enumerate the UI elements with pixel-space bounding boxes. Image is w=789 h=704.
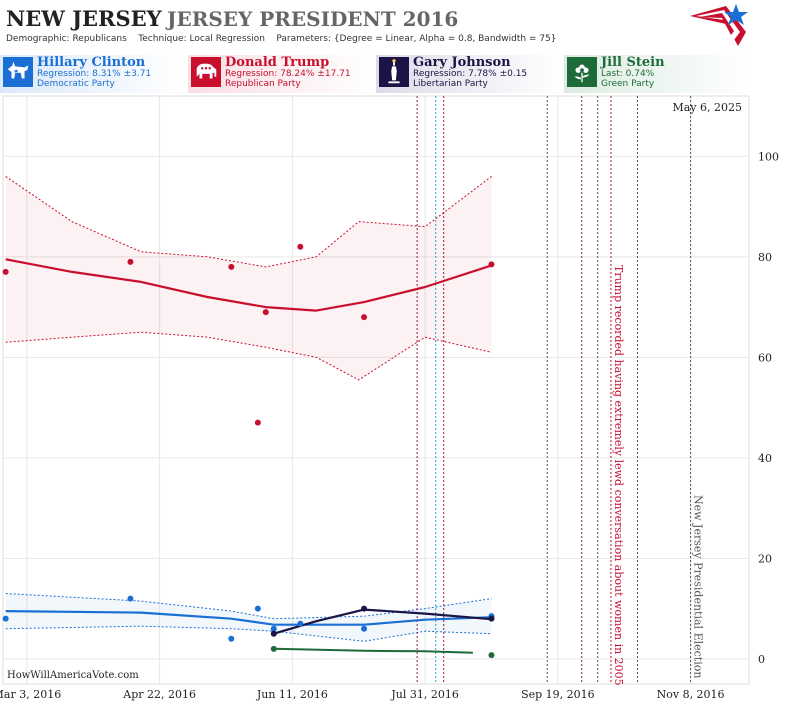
confidence-band: [5, 593, 492, 642]
watermark: HowWillAmericaVote.com: [7, 670, 139, 681]
legend-name: Hillary Clinton: [37, 55, 146, 70]
parameters-line: Demographic: Republicans Technique: Loca…: [6, 34, 557, 44]
event-label: New Jersey Presidential Election: [692, 495, 705, 678]
x-tick-label: Jul 31, 2016: [390, 688, 459, 701]
poll-point: [361, 605, 368, 612]
x-axis-ticks: Mar 3, 2016 Apr 22, 2016 Jun 11, 2016 Jul 3…: [0, 688, 725, 701]
band-upper-line: [5, 175, 492, 268]
band-upper-line: [5, 593, 492, 620]
liberty-statue-icon: [379, 57, 409, 87]
poll-point: [254, 419, 261, 426]
parameters-label: Parameters:: [276, 34, 331, 44]
confidence-band: [5, 176, 492, 380]
poll-point: [270, 625, 277, 632]
poll-point: [297, 243, 304, 250]
confidence-bands: [5, 175, 492, 642]
flower-icon: [567, 57, 597, 87]
regression-line: [5, 610, 492, 626]
race-title: JERSEY PRESIDENT 2016: [167, 7, 459, 31]
regression-line: [5, 258, 492, 312]
poll-point: [228, 635, 235, 642]
legend-item-jill-stein: Jill Stein Last: 0.74% Green Party: [564, 55, 752, 93]
poll-point: [270, 645, 277, 652]
technique-label: Technique:: [138, 34, 187, 44]
poll-point: [262, 309, 269, 316]
event-markers: Trump recorded having extremely lewd con…: [416, 96, 705, 686]
legend-party: Green Party: [601, 79, 655, 89]
elephant-icon: [191, 57, 221, 87]
legend-stat: Regression: 8.31% ±3.71: [37, 69, 152, 79]
poll-points: [2, 243, 495, 659]
legend-item-gary-johnson: Gary Johnson Regression: 7.78% ±0.15 Lib…: [376, 55, 564, 93]
y-axis-ticks: 0 20 40 60 80 100: [758, 150, 779, 666]
x-tick-label: Nov 8, 2016: [657, 688, 725, 701]
event-label: Trump recorded having extremely lewd con…: [612, 265, 625, 686]
legend-party: Democratic Party: [37, 79, 115, 89]
legend-stat: Regression: 78.24% ±17.71: [225, 69, 351, 79]
y-tick-label: 60: [758, 351, 772, 364]
legend-stat: Regression: 7.78% ±0.15: [413, 69, 528, 79]
poll-point: [2, 268, 9, 275]
poll-point: [254, 605, 261, 612]
regression-line: [273, 647, 473, 654]
as-of-date: May 6, 2025: [672, 101, 742, 114]
parameters-value: {Degree = Linear, Alpha = 0.8, Bandwidth…: [333, 34, 557, 44]
y-tick-label: 0: [758, 653, 765, 666]
poll-point: [127, 258, 134, 265]
demographic-label: Demographic:: [6, 34, 70, 44]
candidate-legend: Hillary Clinton Regression: 8.31% ±3.71 …: [0, 55, 789, 93]
y-tick-label: 100: [758, 150, 779, 163]
poll-point: [2, 615, 9, 622]
x-tick-label: Mar 3, 2016: [0, 688, 61, 701]
legend-item-hillary-clinton: Hillary Clinton Regression: 8.31% ±3.71 …: [0, 55, 188, 93]
poll-point: [127, 595, 134, 602]
legend-name: Gary Johnson: [413, 55, 511, 70]
chart-header: NEW JERSEY JERSEY PRESIDENT 2016 Demogra…: [0, 0, 789, 50]
plot-frame: [2, 95, 750, 685]
poll-point: [488, 615, 495, 622]
legend-party: Libertarian Party: [413, 79, 488, 89]
x-tick-label: Apr 22, 2016: [122, 688, 196, 701]
star-flag-logo-icon: [690, 4, 748, 46]
x-tick-label: Sep 19, 2016: [521, 688, 595, 701]
donkey-icon: [3, 57, 33, 87]
y-tick-label: 20: [758, 552, 772, 565]
y-tick-label: 40: [758, 452, 772, 465]
legend-party: Republican Party: [225, 79, 301, 89]
poll-point: [270, 630, 277, 637]
poll-point: [297, 620, 304, 627]
state-title: NEW JERSEY: [6, 6, 162, 31]
poll-point: [228, 263, 235, 270]
poll-point: [361, 314, 368, 321]
legend-name: Jill Stein: [601, 55, 665, 70]
technique-value: Local Regression: [189, 34, 265, 44]
y-tick-label: 80: [758, 251, 772, 264]
demographic-value: Republicans: [72, 34, 127, 44]
x-tick-label: Jun 11, 2016: [256, 688, 328, 701]
poll-point: [488, 261, 495, 268]
legend-stat: Last: 0.74%: [601, 69, 655, 79]
band-lower-line: [5, 331, 492, 381]
poll-point: [488, 652, 495, 659]
poll-point: [361, 625, 368, 632]
legend-name: Donald Trump: [225, 55, 330, 70]
legend-item-donald-trump: Donald Trump Regression: 78.24% ±17.71 R…: [188, 55, 376, 93]
